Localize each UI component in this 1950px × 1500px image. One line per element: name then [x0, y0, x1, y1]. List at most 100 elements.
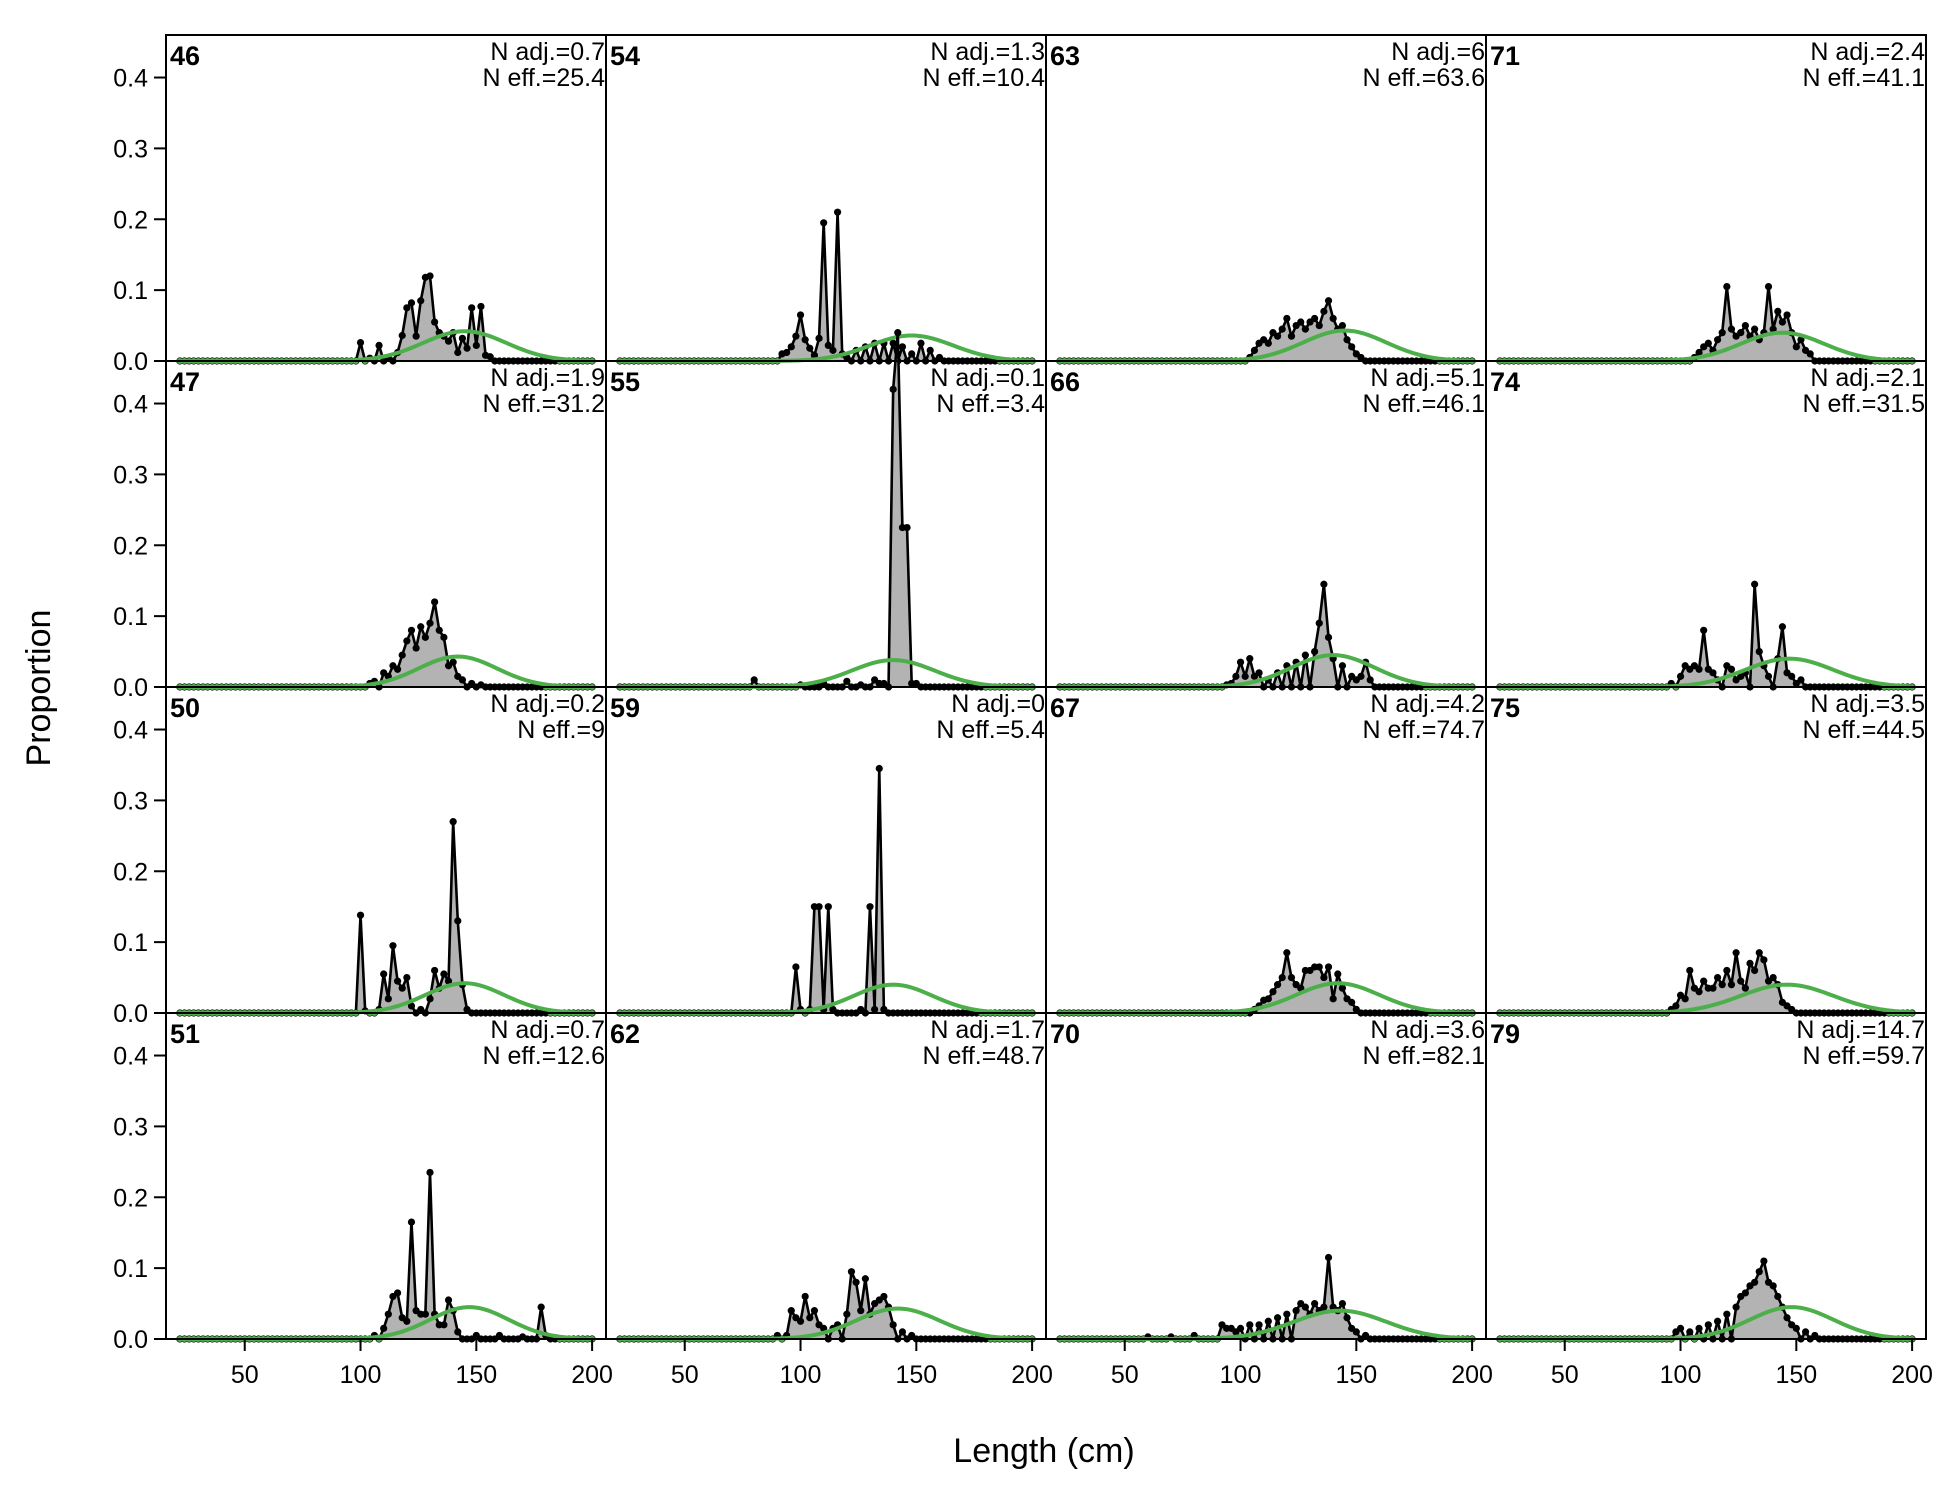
n-eff-label: N eff.=59.7 — [1802, 1042, 1925, 1070]
observed-point — [1769, 325, 1777, 333]
observed-point — [1297, 984, 1305, 992]
observed-point — [412, 644, 420, 652]
y-tick-label: 0.1 — [113, 929, 148, 957]
observed-point — [787, 343, 795, 351]
n-adj-label: N adj.=2.1 — [1810, 364, 1925, 392]
observed-point — [1301, 325, 1309, 333]
observed-point — [1704, 339, 1712, 347]
n-eff-label: N eff.=9 — [517, 716, 605, 744]
observed-point — [449, 818, 457, 826]
x-tick-label: 50 — [1111, 1361, 1139, 1389]
observed-point — [843, 677, 851, 685]
observed-point — [1315, 619, 1323, 627]
observed-point — [1273, 981, 1282, 989]
observed-point — [1801, 1328, 1810, 1336]
y-tick-label: 0.2 — [113, 206, 148, 234]
n-adj-label: N adj.=3.5 — [1810, 690, 1925, 718]
y-tick-label: 0.0 — [113, 1000, 148, 1028]
observed-point — [375, 341, 383, 350]
observed-point — [426, 995, 434, 1003]
observed-point — [783, 348, 791, 357]
observed-point — [1315, 963, 1323, 971]
observed-point — [796, 311, 805, 319]
y-tick-label: 0.2 — [113, 858, 148, 886]
y-axis-title: Proportion — [20, 610, 58, 767]
observed-point — [1783, 311, 1791, 319]
n-adj-label: N adj.=6 — [1391, 38, 1485, 66]
n-eff-label: N eff.=44.5 — [1802, 716, 1925, 744]
observed-point — [810, 1307, 819, 1315]
observed-point — [871, 1005, 879, 1014]
observed-point — [477, 302, 485, 311]
observed-point — [1741, 984, 1749, 992]
observed-point — [1320, 1303, 1328, 1311]
axes: 0.0 0.1 0.2 0.3 0.4 0.0 0.1 0.2 0.3 0.4 0.0 0.1 0.2 0… — [113, 65, 1933, 1389]
observed-fill — [1499, 952, 1913, 1013]
observed-point — [1283, 1310, 1291, 1318]
observed-point — [1315, 321, 1323, 330]
observed-point — [1255, 1321, 1263, 1329]
x-tick-label: 200 — [1451, 1361, 1493, 1389]
observed-point — [463, 344, 471, 352]
x-tick-label: 200 — [571, 1361, 613, 1389]
observed-point — [1755, 1268, 1763, 1276]
observed-point — [1713, 973, 1722, 982]
n-eff-label: N eff.=3.4 — [936, 390, 1045, 418]
observed-point — [398, 984, 406, 992]
observed-point — [801, 1292, 809, 1301]
observed-point — [847, 1268, 856, 1276]
observed-point — [1704, 1321, 1712, 1329]
observed-point — [1292, 1307, 1300, 1315]
y-tick-label: 0.4 — [113, 717, 148, 745]
observed-point — [889, 1321, 897, 1329]
observed-point — [426, 619, 434, 627]
y-tick-label: 0.4 — [113, 65, 148, 93]
observed-point — [1718, 329, 1726, 337]
observed-point — [1709, 984, 1717, 992]
observed-point — [1783, 1314, 1791, 1322]
observed-point — [894, 329, 902, 337]
observed-point — [1264, 1317, 1272, 1325]
observed-point — [1723, 966, 1731, 975]
n-eff-label: N eff.=48.7 — [922, 1042, 1045, 1070]
observed-point — [1264, 339, 1272, 347]
observed-point — [356, 911, 365, 919]
observed-point — [1334, 970, 1342, 978]
n-eff-label: N eff.=25.4 — [482, 64, 605, 92]
observed-point — [444, 337, 453, 345]
observed-point — [1324, 1253, 1333, 1262]
observed-point — [1273, 1314, 1282, 1322]
panel-grid: 46 N adj.=0.7N eff.=25.454 N adj.=1.3N eff… — [165, 34, 1927, 1343]
x-tick-label: 50 — [231, 1361, 259, 1389]
panel-id-label: 47 — [170, 367, 200, 397]
observed-point — [449, 658, 457, 666]
observed-point — [1283, 314, 1291, 323]
observed-point — [407, 1218, 416, 1226]
observed-point — [1751, 1278, 1759, 1286]
observed-point — [1241, 672, 1249, 680]
observed-point — [1792, 343, 1800, 351]
observed-point — [875, 764, 883, 773]
observed-point — [1695, 1324, 1703, 1332]
observed-point — [1751, 966, 1759, 975]
observed-point — [1792, 1324, 1800, 1332]
panel-id-label: 50 — [170, 693, 200, 723]
n-adj-label: N adj.=0.7 — [490, 1016, 605, 1044]
observed-point — [1723, 1310, 1731, 1318]
observed-point — [1732, 949, 1740, 957]
observed-point — [407, 626, 416, 634]
observed-point — [1764, 672, 1773, 680]
observed-point — [1236, 658, 1245, 666]
observed-point — [1751, 325, 1759, 333]
panel-id-label: 62 — [610, 1019, 640, 1049]
panel-id-label: 66 — [1050, 367, 1080, 397]
observed-point — [1324, 963, 1333, 971]
panel-id-label: 54 — [610, 41, 640, 71]
n-eff-label: N eff.=12.6 — [482, 1042, 605, 1070]
observed-point — [393, 977, 402, 985]
observed-point — [1311, 314, 1319, 323]
observed-point — [1352, 1328, 1360, 1336]
observed-point — [403, 637, 411, 645]
n-adj-label: N adj.=4.2 — [1370, 690, 1485, 718]
panel-id-label: 71 — [1490, 41, 1520, 71]
